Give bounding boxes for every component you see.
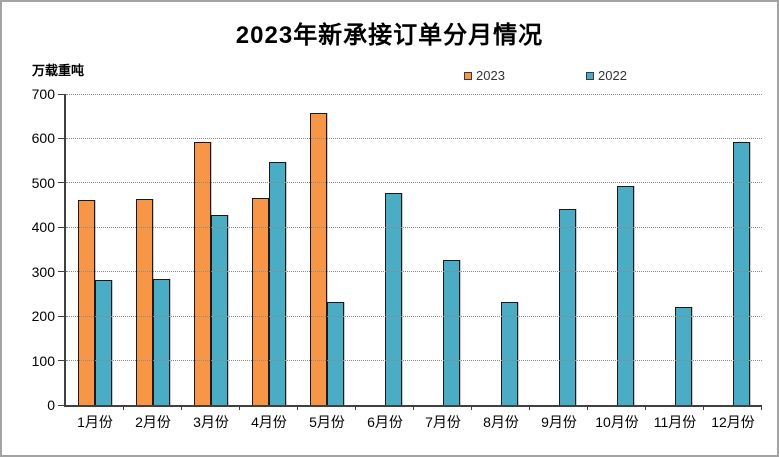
x-tick-mark xyxy=(471,405,472,410)
y-tick-mark xyxy=(58,137,64,139)
bar-group-10月份 xyxy=(588,94,646,405)
y-axis-tick-label: 500 xyxy=(31,174,55,191)
x-tick-mark xyxy=(296,405,298,410)
legend-swatch-2022-icon xyxy=(586,71,594,80)
gridline-y-200 xyxy=(66,315,762,317)
bar-2022-5月份 xyxy=(327,302,344,405)
y-tick-mark xyxy=(58,360,64,362)
plot-area: 1月份 2月份 3月份 4月份 5月份 6月份 7月份 8月份 9月份 10月份 11月份 12月份 … xyxy=(32,86,762,430)
bar-2022-4月份 xyxy=(269,162,286,405)
y-axis-tick-label: 0 xyxy=(47,397,55,413)
x-axis-label-9月份: 9月份 xyxy=(541,414,577,430)
gridline-y-500 xyxy=(66,182,762,184)
legend-item-2022: 2022 xyxy=(586,68,627,83)
x-axis-label-6月份: 6月份 xyxy=(367,414,403,430)
x-axis-label-2月份: 2月份 xyxy=(135,414,171,430)
bar-2022-12月份 xyxy=(733,142,750,405)
x-tick-mark xyxy=(355,405,356,410)
bar-2022-2月份 xyxy=(153,279,170,405)
gridline-y-300 xyxy=(66,271,762,273)
y-axis-unit-label: 万载重吨 xyxy=(32,63,85,78)
x-tick-mark xyxy=(180,405,182,410)
legend-item-2023: 2023 xyxy=(464,68,505,83)
bar-2022-8月份 xyxy=(501,301,518,405)
x-axis-label-1月份: 1月份 xyxy=(77,414,113,430)
x-tick-mark xyxy=(703,405,704,410)
y-axis-tick-label: 400 xyxy=(31,219,55,236)
y-tick-mark xyxy=(58,271,64,273)
x-tick-mark xyxy=(239,405,240,410)
legend-label-2023: 2023 xyxy=(476,68,505,83)
x-axis-label-8月份: 8月份 xyxy=(483,414,519,430)
bar-2022-9月份 xyxy=(559,209,576,405)
y-axis-tick-label: 600 xyxy=(31,130,55,147)
bar-group-7月份 xyxy=(414,94,472,405)
x-tick-mark xyxy=(413,405,414,410)
x-axis-label-4月份: 4月份 xyxy=(251,414,287,430)
bar-group-1月份 xyxy=(66,94,124,405)
bar-2022-11月份 xyxy=(675,307,692,405)
y-tick-mark xyxy=(58,404,64,406)
x-axis-label-5月份: 5月份 xyxy=(309,414,345,430)
bar-group-4月份 xyxy=(240,94,298,405)
bar-2022-1月份 xyxy=(95,279,112,405)
x-axis-label-12月份: 12月份 xyxy=(711,414,755,430)
x-axis-label-7月份: 7月份 xyxy=(425,414,461,430)
y-tick-mark xyxy=(58,182,64,184)
bar-group-5月份 xyxy=(298,94,356,405)
y-axis-tick-label: 300 xyxy=(31,263,55,280)
y-axis-tick-label: 200 xyxy=(31,308,55,325)
bar-2023-4月份 xyxy=(252,197,269,405)
bar-2022-7月份 xyxy=(443,260,460,405)
bar-2022-3月份 xyxy=(211,214,228,405)
y-tick-mark xyxy=(58,226,64,228)
x-axis-labels: 1月份 2月份 3月份 4月份 5月份 6月份 7月份 8月份 9月份 10月份 11月份 12月份 xyxy=(66,412,762,432)
x-axis-label-10月份: 10月份 xyxy=(595,414,639,430)
bar-2022-10月份 xyxy=(617,185,634,405)
bar-2023-1月份 xyxy=(78,200,95,405)
legend-swatch-2023-icon xyxy=(464,71,472,80)
bar-groups xyxy=(66,94,762,405)
x-tick-mark xyxy=(587,405,588,410)
bar-2023-2月份 xyxy=(136,199,153,405)
x-tick-mark xyxy=(528,405,530,410)
y-tick-mark xyxy=(58,315,64,317)
y-axis-tick-label: 700 xyxy=(31,86,55,102)
gridline-y-600 xyxy=(66,137,762,139)
bar-group-12月份 xyxy=(704,94,762,405)
bar-group-6月份 xyxy=(356,94,414,405)
y-tick-mark xyxy=(58,93,64,95)
gridline-y-400 xyxy=(66,226,762,228)
bar-group-8月份 xyxy=(472,94,530,405)
bar-group-2月份 xyxy=(124,94,182,405)
bar-2022-6月份 xyxy=(385,193,402,405)
gridline-y-700 xyxy=(66,93,762,95)
legend-label-2022: 2022 xyxy=(598,68,627,83)
chart-title: 2023年新承接订单分月情况 xyxy=(235,22,544,49)
bar-group-3月份 xyxy=(182,94,240,405)
gridline-y-100 xyxy=(66,360,762,362)
x-tick-mark xyxy=(122,405,124,410)
x-axis-label-11月份: 11月份 xyxy=(653,414,697,430)
bar-group-9月份 xyxy=(530,94,588,405)
bar-2023-5月份 xyxy=(310,112,327,405)
x-axis-label-3月份: 3月份 xyxy=(193,414,229,430)
bar-2023-3月份 xyxy=(194,141,211,405)
y-axis-tick-label: 100 xyxy=(31,352,55,369)
x-tick-mark xyxy=(645,405,646,410)
bar-group-11月份 xyxy=(646,94,704,405)
x-tick-mark xyxy=(761,405,762,410)
